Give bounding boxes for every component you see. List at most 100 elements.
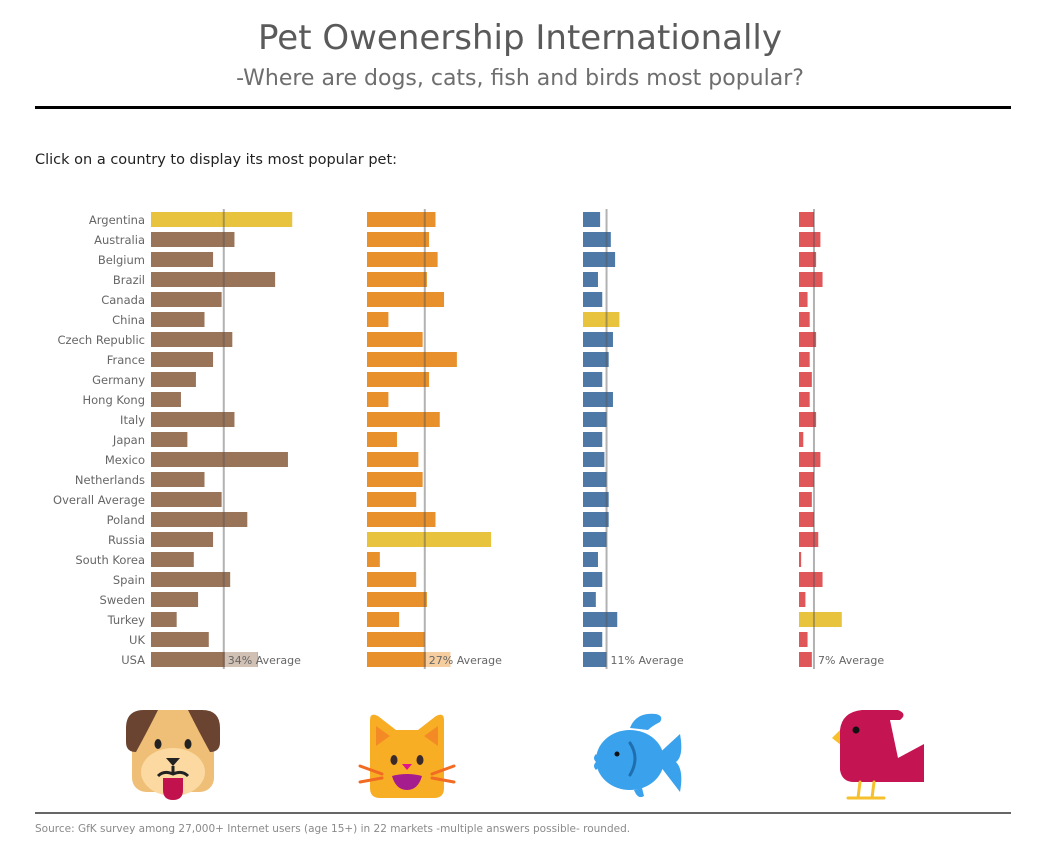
cats-bar[interactable] xyxy=(367,212,436,227)
country-label[interactable]: Belgium xyxy=(98,253,145,267)
country-label[interactable]: Australia xyxy=(94,233,145,247)
dogs-bar[interactable] xyxy=(151,272,276,287)
birds-bar[interactable] xyxy=(799,312,810,327)
birds-bar[interactable] xyxy=(799,412,817,427)
country-label[interactable]: Argentina xyxy=(89,213,145,227)
birds-bar[interactable] xyxy=(799,232,821,247)
fish-bar[interactable] xyxy=(583,592,596,607)
dogs-bar[interactable] xyxy=(151,252,214,267)
dogs-bar[interactable] xyxy=(151,372,196,387)
birds-bar[interactable] xyxy=(799,572,823,587)
birds-bar[interactable] xyxy=(799,452,821,467)
fish-bar[interactable] xyxy=(583,492,609,507)
country-label[interactable]: Canada xyxy=(101,293,145,307)
fish-bar[interactable] xyxy=(583,372,603,387)
fish-bar[interactable] xyxy=(583,232,611,247)
dogs-bar[interactable] xyxy=(151,452,288,467)
cats-bar[interactable] xyxy=(367,572,417,587)
cats-bar[interactable] xyxy=(367,452,419,467)
dogs-bar[interactable] xyxy=(151,332,233,347)
birds-bar[interactable] xyxy=(799,532,819,547)
fish-bar[interactable] xyxy=(583,512,609,527)
cats-bar[interactable] xyxy=(367,292,445,307)
country-label[interactable]: Overall Average xyxy=(53,493,145,507)
dogs-bar[interactable] xyxy=(151,512,248,527)
cats-bar[interactable] xyxy=(367,412,440,427)
dogs-bar[interactable] xyxy=(151,412,235,427)
cats-bar[interactable] xyxy=(367,592,427,607)
cats-bar[interactable] xyxy=(367,472,423,487)
birds-bar[interactable] xyxy=(799,612,842,627)
country-label[interactable]: Russia xyxy=(108,533,145,547)
birds-bar[interactable] xyxy=(799,652,812,667)
dogs-bar[interactable] xyxy=(151,532,214,547)
dogs-bar[interactable] xyxy=(151,352,214,367)
country-label[interactable]: Turkey xyxy=(107,613,146,627)
birds-bar[interactable] xyxy=(799,272,823,287)
fish-bar[interactable] xyxy=(583,432,603,447)
fish-bar[interactable] xyxy=(583,292,603,307)
fish-bar[interactable] xyxy=(583,332,613,347)
dogs-bar[interactable] xyxy=(151,232,235,247)
dogs-bar[interactable] xyxy=(151,612,177,627)
fish-bar[interactable] xyxy=(583,532,607,547)
birds-bar[interactable] xyxy=(799,632,808,647)
cats-bar[interactable] xyxy=(367,272,427,287)
fish-bar[interactable] xyxy=(583,392,613,407)
fish-bar[interactable] xyxy=(583,452,605,467)
fish-bar[interactable] xyxy=(583,572,603,587)
cats-bar[interactable] xyxy=(367,372,430,387)
dogs-bar[interactable] xyxy=(151,632,209,647)
country-label[interactable]: Netherlands xyxy=(75,473,145,487)
cats-bar[interactable] xyxy=(367,532,492,547)
country-label[interactable]: Spain xyxy=(113,573,145,587)
country-label[interactable]: Sweden xyxy=(100,593,145,607)
cats-bar[interactable] xyxy=(367,632,425,647)
cats-bar[interactable] xyxy=(367,492,417,507)
cats-bar[interactable] xyxy=(367,352,457,367)
birds-bar[interactable] xyxy=(799,352,810,367)
cats-bar[interactable] xyxy=(367,232,430,247)
country-label[interactable]: China xyxy=(112,313,145,327)
birds-bar[interactable] xyxy=(799,492,812,507)
birds-bar[interactable] xyxy=(799,372,812,387)
fish-bar[interactable] xyxy=(583,612,618,627)
fish-bar[interactable] xyxy=(583,352,609,367)
birds-bar[interactable] xyxy=(799,592,806,607)
cats-bar[interactable] xyxy=(367,332,423,347)
country-label[interactable]: Germany xyxy=(92,373,145,387)
birds-bar[interactable] xyxy=(799,472,814,487)
fish-bar[interactable] xyxy=(583,212,601,227)
dogs-bar[interactable] xyxy=(151,592,199,607)
country-label[interactable]: UK xyxy=(129,633,145,647)
birds-bar[interactable] xyxy=(799,392,810,407)
fish-bar[interactable] xyxy=(583,652,607,667)
dogs-bar[interactable] xyxy=(151,492,222,507)
dogs-bar[interactable] xyxy=(151,472,205,487)
cats-bar[interactable] xyxy=(367,612,400,627)
dogs-bar[interactable] xyxy=(151,212,293,227)
country-label[interactable]: France xyxy=(107,353,145,367)
cats-bar[interactable] xyxy=(367,392,389,407)
cats-bar[interactable] xyxy=(367,432,397,447)
fish-bar[interactable] xyxy=(583,632,603,647)
country-label[interactable]: Brazil xyxy=(113,273,145,287)
dogs-bar[interactable] xyxy=(151,432,188,447)
birds-bar[interactable] xyxy=(799,252,817,267)
birds-bar[interactable] xyxy=(799,292,808,307)
birds-bar[interactable] xyxy=(799,432,804,447)
dogs-bar[interactable] xyxy=(151,392,181,407)
fish-bar[interactable] xyxy=(583,412,607,427)
country-label[interactable]: Hong Kong xyxy=(82,393,145,407)
country-label[interactable]: USA xyxy=(121,653,145,667)
birds-bar[interactable] xyxy=(799,512,814,527)
dogs-bar[interactable] xyxy=(151,312,205,327)
country-label[interactable]: Czech Republic xyxy=(57,333,145,347)
fish-bar[interactable] xyxy=(583,312,620,327)
country-label[interactable]: South Korea xyxy=(75,553,145,567)
fish-bar[interactable] xyxy=(583,252,616,267)
fish-bar[interactable] xyxy=(583,552,598,567)
country-label[interactable]: Poland xyxy=(107,513,145,527)
dogs-bar[interactable] xyxy=(151,572,231,587)
country-label[interactable]: Mexico xyxy=(105,453,145,467)
